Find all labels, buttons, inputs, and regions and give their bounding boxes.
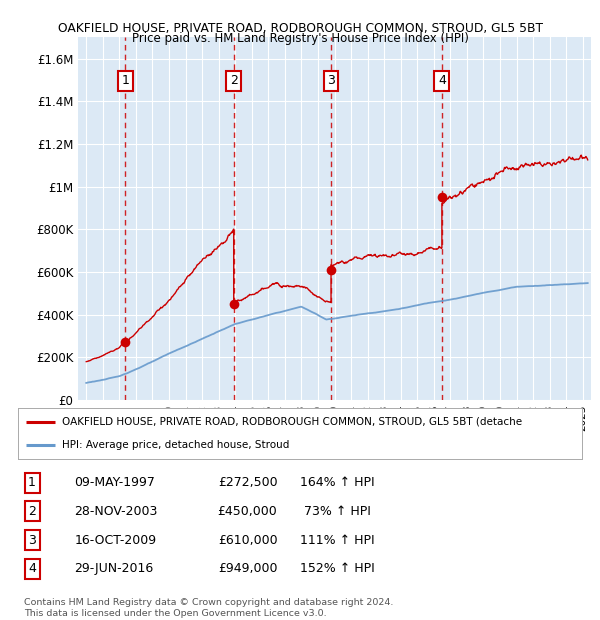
Text: 09-MAY-1997: 09-MAY-1997 [74,476,155,489]
Text: 3: 3 [327,74,335,87]
Text: £450,000: £450,000 [218,505,277,518]
Text: 164% ↑ HPI: 164% ↑ HPI [300,476,374,489]
Text: 111% ↑ HPI: 111% ↑ HPI [300,534,374,546]
Text: £272,500: £272,500 [218,476,277,489]
Text: 73% ↑ HPI: 73% ↑ HPI [300,505,371,518]
Text: HPI: Average price, detached house, Stroud: HPI: Average price, detached house, Stro… [62,440,289,450]
Text: OAKFIELD HOUSE, PRIVATE ROAD, RODBOROUGH COMMON, STROUD, GL5 5BT (detache: OAKFIELD HOUSE, PRIVATE ROAD, RODBOROUGH… [62,417,522,427]
Text: 2: 2 [230,74,238,87]
Text: 152% ↑ HPI: 152% ↑ HPI [300,562,375,575]
Text: OAKFIELD HOUSE, PRIVATE ROAD, RODBOROUGH COMMON, STROUD, GL5 5BT: OAKFIELD HOUSE, PRIVATE ROAD, RODBOROUGH… [58,22,542,35]
Text: 4: 4 [438,74,446,87]
Text: 3: 3 [28,534,36,546]
Text: 1: 1 [28,476,36,489]
Text: 16-OCT-2009: 16-OCT-2009 [74,534,157,546]
Text: 2: 2 [28,505,36,518]
Text: 29-JUN-2016: 29-JUN-2016 [74,562,154,575]
Text: £610,000: £610,000 [218,534,277,546]
Text: 4: 4 [28,562,36,575]
Text: 1: 1 [122,74,130,87]
Text: Price paid vs. HM Land Registry's House Price Index (HPI): Price paid vs. HM Land Registry's House … [131,32,469,45]
Text: Contains HM Land Registry data © Crown copyright and database right 2024.
This d: Contains HM Land Registry data © Crown c… [24,598,394,618]
Text: £949,000: £949,000 [218,562,277,575]
Text: 28-NOV-2003: 28-NOV-2003 [74,505,158,518]
